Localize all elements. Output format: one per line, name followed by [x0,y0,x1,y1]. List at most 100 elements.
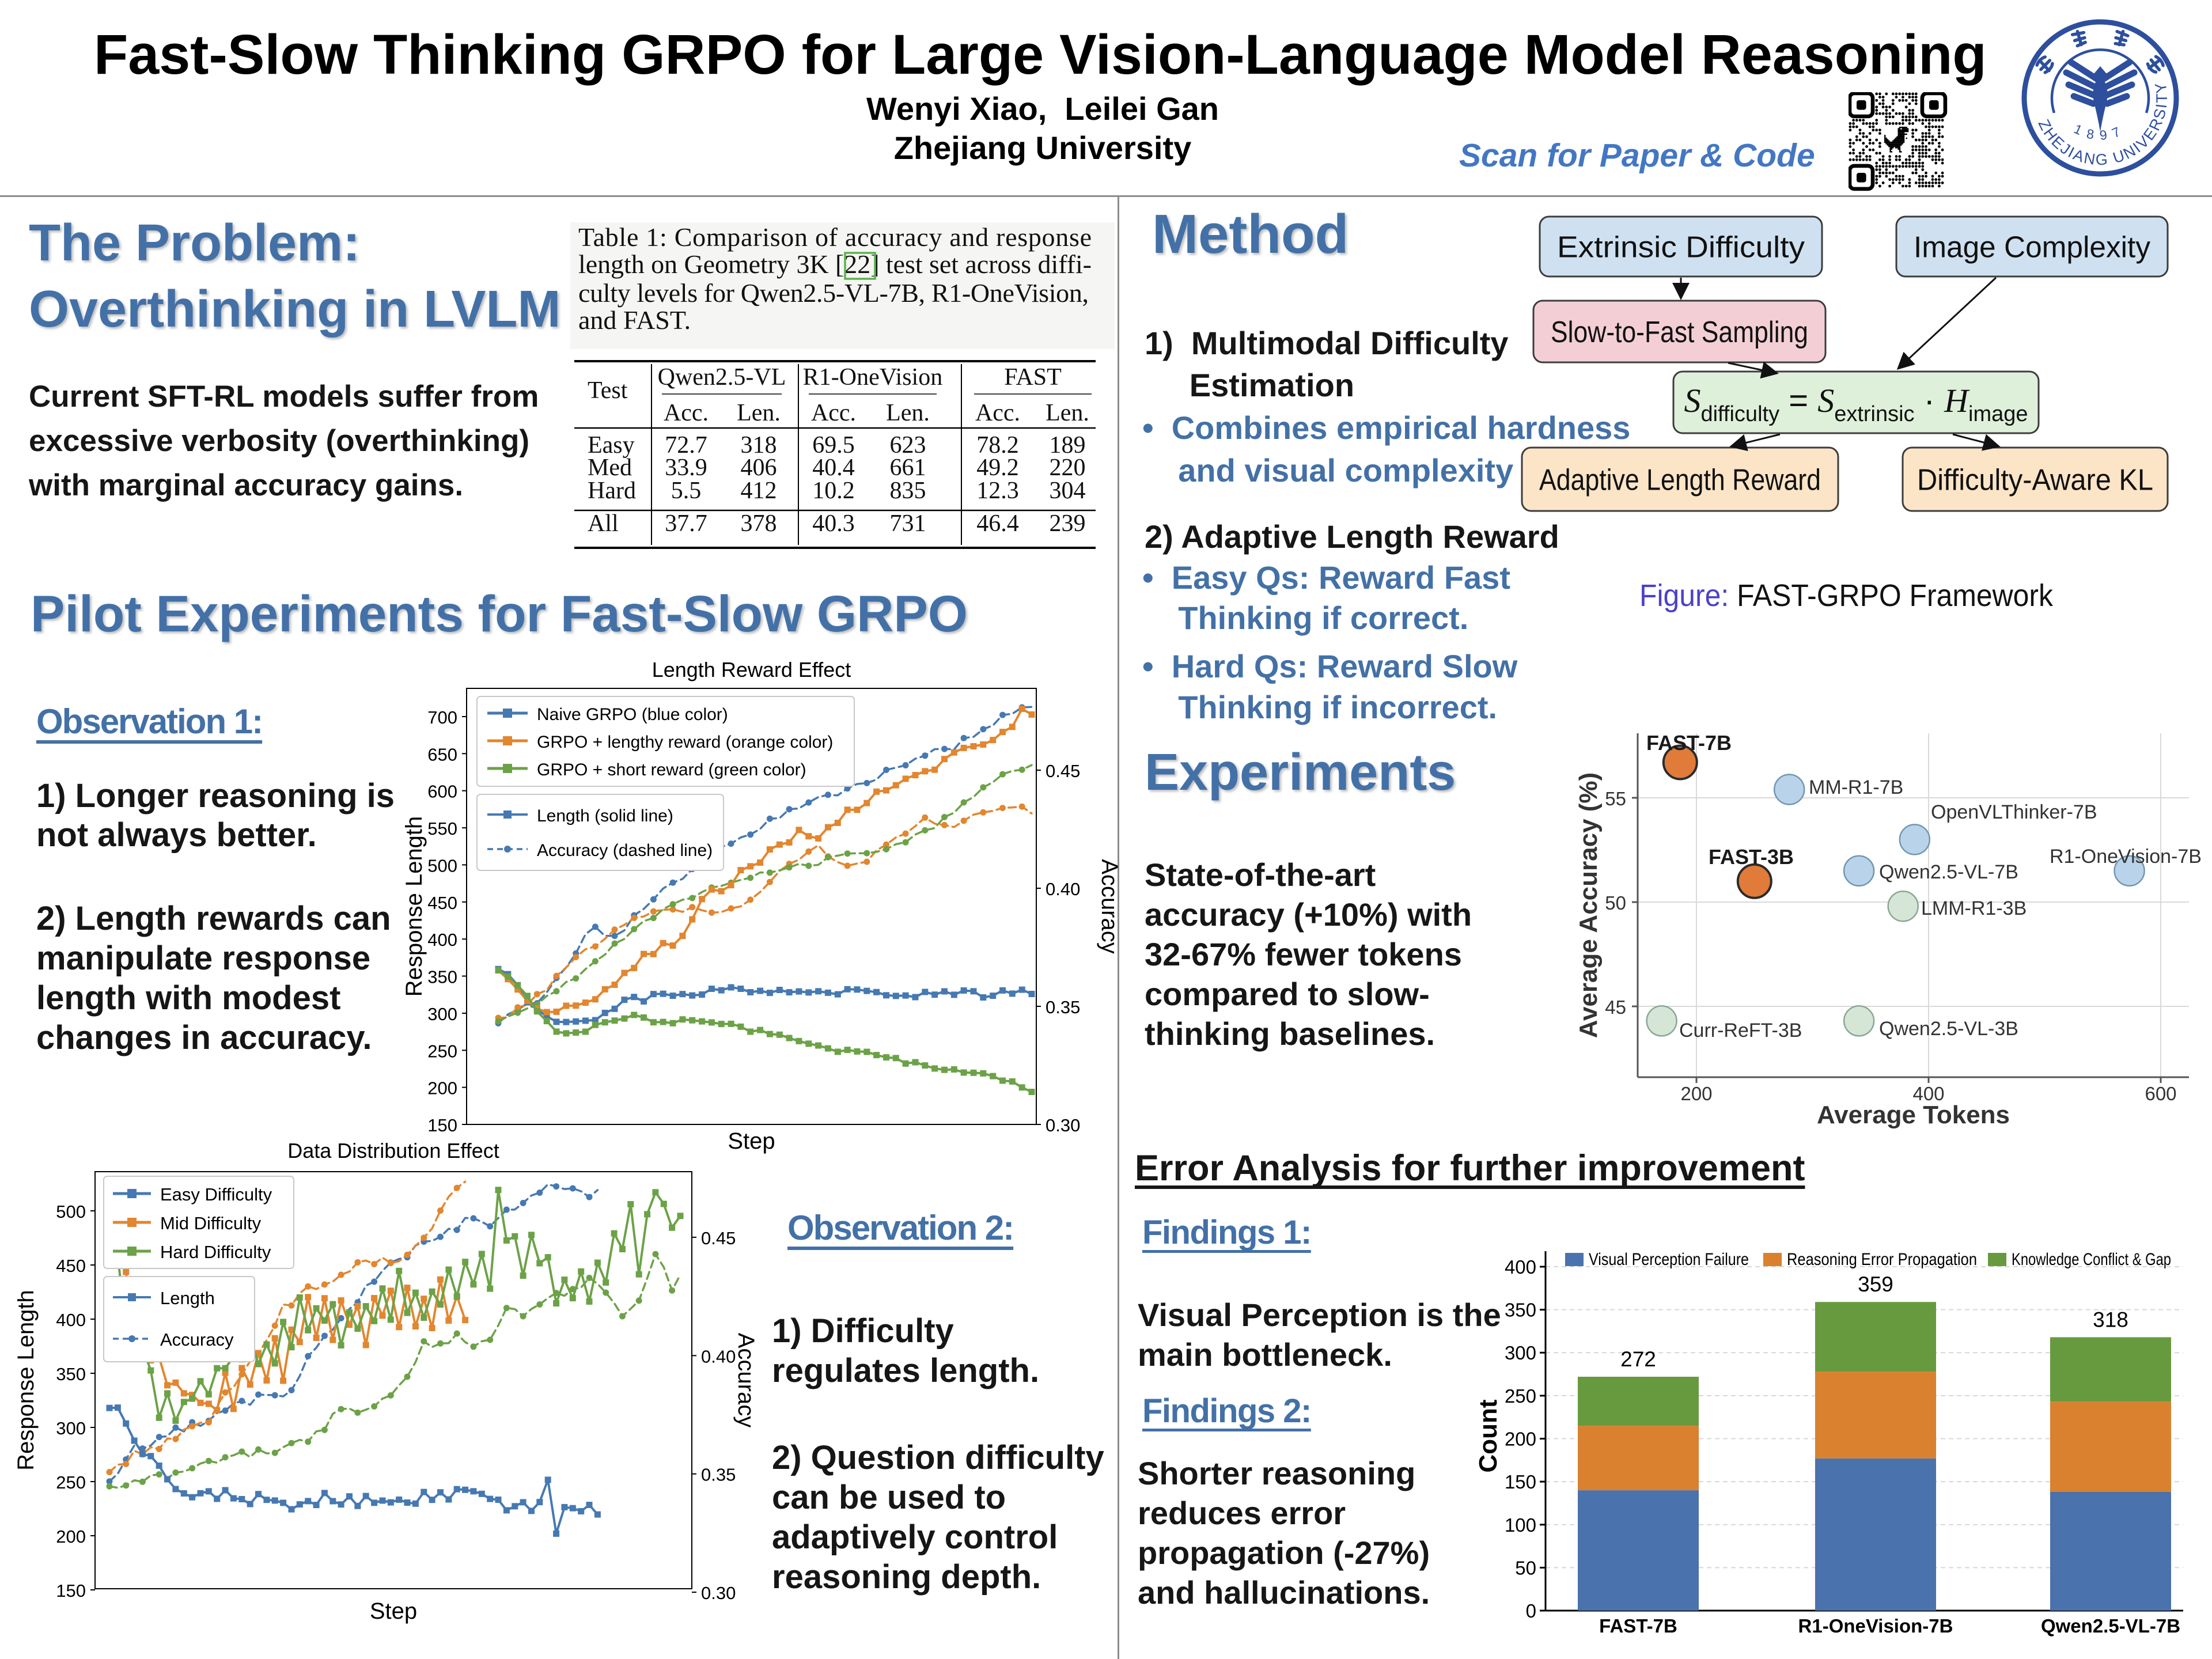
svg-text:0: 0 [1526,1600,1536,1622]
svg-text:78.2: 78.2 [976,432,1019,459]
svg-text:304: 304 [1050,478,1086,504]
svg-text:450: 450 [427,893,457,913]
svg-text:MM-R1-7B: MM-R1-7B [1809,777,1903,798]
svg-text:GRPO + short reward (green col: GRPO + short reward (green color) [537,760,806,779]
svg-text:400: 400 [1505,1256,1536,1278]
svg-text:Length (solid line): Length (solid line) [537,806,673,825]
svg-text:Visual Perception Failure: Visual Perception Failure [1589,1250,1749,1269]
svg-text:Step: Step [370,1599,417,1624]
svg-text:Hard Difficulty: Hard Difficulty [160,1242,271,1262]
svg-text:350: 350 [427,967,457,987]
svg-text:378: 378 [741,510,777,537]
svg-text:Average Tokens: Average Tokens [1817,1101,2010,1129]
svg-text:50: 50 [1515,1557,1536,1578]
svg-text:239: 239 [1050,510,1086,537]
svg-text:Difficulty-Aware KL: Difficulty-Aware KL [1917,464,2153,497]
svg-text:406: 406 [741,454,777,481]
svg-text:Hard: Hard [588,478,636,504]
svg-text:37.7: 37.7 [665,510,707,537]
svg-text:300: 300 [1505,1342,1536,1363]
svg-text:50: 50 [1605,892,1626,914]
svg-text:0.40: 0.40 [701,1346,736,1366]
svg-text:72.7: 72.7 [665,432,707,459]
svg-text:500: 500 [56,1202,86,1222]
svg-text:318: 318 [741,432,777,459]
svg-text:R1-OneVision-7B: R1-OneVision-7B [1798,1615,1953,1637]
svg-text:Extrinsic Difficulty: Extrinsic Difficulty [1557,231,1805,264]
svg-text:FAST-7B: FAST-7B [1646,731,1732,755]
svg-text:Data Distribution Effect: Data Distribution Effect [287,1141,499,1162]
svg-text:Naive GRPO (blue color): Naive GRPO (blue color) [537,705,728,724]
svg-text:700: 700 [427,707,457,728]
svg-text:600: 600 [427,782,457,802]
svg-text:OpenVLThinker-7B: OpenVLThinker-7B [1931,801,2097,823]
svg-text:Knowledge Conflict & Gap: Knowledge Conflict & Gap [2012,1250,2171,1269]
svg-text:R1-OneVision-7B: R1-OneVision-7B [2050,846,2202,868]
svg-text:731: 731 [890,510,926,537]
svg-text:272: 272 [1620,1347,1656,1371]
svg-text:0.45: 0.45 [701,1228,736,1248]
svg-text:Qwen2.5-VL-7B: Qwen2.5-VL-7B [1879,861,2018,883]
svg-text:Response Length: Response Length [403,816,427,997]
svg-text:5.5: 5.5 [671,478,702,504]
svg-text:Accuracy: Accuracy [1097,859,1122,954]
svg-text:200: 200 [1680,1083,1712,1104]
svg-text:Step: Step [728,1128,775,1154]
svg-text:Acc.: Acc. [811,400,856,426]
svg-text:835: 835 [890,478,926,504]
svg-text:250: 250 [427,1041,457,1061]
svg-text:49.2: 49.2 [976,454,1019,481]
svg-text:40.3: 40.3 [812,510,855,537]
svg-text:150: 150 [56,1581,86,1601]
svg-text:300: 300 [56,1418,86,1438]
svg-text:189: 189 [1050,432,1086,459]
svg-text:Response Length: Response Length [17,1290,39,1471]
svg-text:250: 250 [56,1472,86,1493]
svg-text:250: 250 [1505,1385,1536,1407]
svg-text:400: 400 [1912,1083,1944,1104]
svg-text:412: 412 [741,478,777,504]
svg-text:45: 45 [1605,997,1626,1018]
svg-text:FAST-7B: FAST-7B [1599,1615,1677,1637]
svg-text:All: All [588,510,619,537]
svg-text:Reasoning Error Propagation: Reasoning Error Propagation [1787,1250,1977,1269]
svg-text:0.40: 0.40 [1046,879,1080,899]
svg-text:culty levels for Qwen2.5-VL-7B: culty levels for Qwen2.5-VL-7B, R1-OneVi… [578,278,1089,308]
svg-text:Count: Count [1475,1399,1502,1472]
svg-text:Length: Length [160,1288,215,1308]
svg-text:200: 200 [427,1078,457,1099]
svg-text:Length Reward Effect: Length Reward Effect [652,658,851,681]
svg-text:359: 359 [1858,1272,1893,1296]
svg-text:69.5: 69.5 [812,432,855,459]
svg-text:Len.: Len. [1046,400,1089,426]
svg-text:40.4: 40.4 [812,454,855,481]
svg-text:150: 150 [427,1115,457,1135]
svg-text:Qwen2.5-VL: Qwen2.5-VL [658,364,786,391]
svg-text:length on Geometry 3K [22] tes: length on Geometry 3K [22] test set acro… [578,249,1092,279]
svg-text:Figure: FAST-GRPO Framework: Figure: FAST-GRPO Framework [1639,578,2054,613]
svg-text:Table 1: Comparison of accura: Table 1: Comparison of accuracy and resp… [578,222,1092,252]
svg-text:450: 450 [56,1256,86,1276]
svg-text:200: 200 [1505,1429,1536,1450]
svg-text:GRPO + lengthy reward (orange: GRPO + lengthy reward (orange color) [537,733,833,752]
svg-text:100: 100 [1505,1514,1536,1536]
svg-text:150: 150 [1505,1471,1536,1493]
svg-text:Image Complexity: Image Complexity [1914,231,2150,264]
svg-text:0.45: 0.45 [1046,761,1080,781]
svg-text:623: 623 [890,432,926,459]
svg-text:300: 300 [427,1004,457,1024]
svg-text:0.35: 0.35 [701,1465,736,1485]
svg-text:661: 661 [890,454,926,481]
svg-text:Easy Difficulty: Easy Difficulty [160,1184,272,1205]
svg-text:Acc.: Acc. [664,400,709,426]
svg-text:Accuracy: Accuracy [733,1333,755,1428]
svg-text:FAST: FAST [1004,364,1062,391]
svg-text:600: 600 [2145,1083,2176,1104]
svg-text:350: 350 [56,1364,86,1384]
svg-text:350: 350 [1505,1300,1536,1321]
svg-text:R1-OneVision: R1-OneVision [803,364,942,391]
svg-text:220: 220 [1050,454,1086,481]
svg-text:Med: Med [588,454,632,481]
svg-text:0.30: 0.30 [1046,1115,1080,1135]
svg-text:550: 550 [427,819,457,839]
